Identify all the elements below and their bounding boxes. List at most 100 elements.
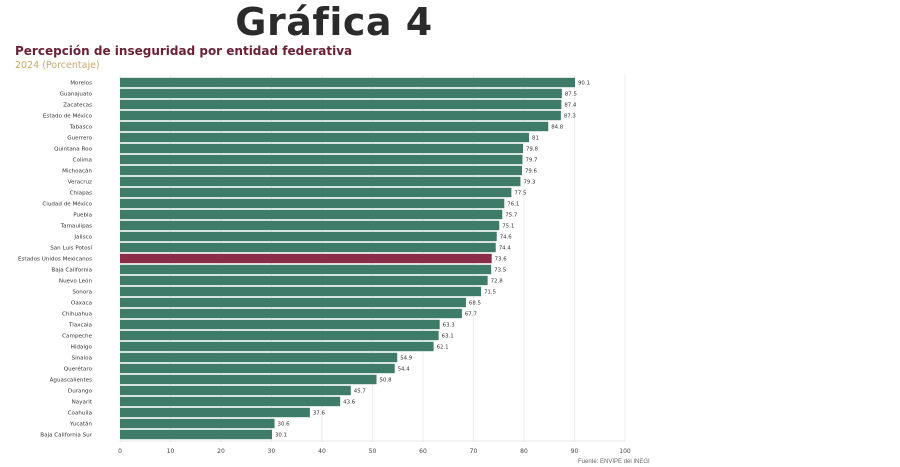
data-label: 81 [532,136,539,142]
data-label: 87.3 [564,114,576,120]
data-label: 43.6 [343,400,356,406]
slide-title: Gráfica 4 [235,0,433,44]
category-label: Estado de México [43,113,93,120]
category-label: Colima [73,158,92,164]
x-tick-label: 10 [167,448,175,455]
bar [120,209,503,220]
bar [120,143,523,154]
data-label: 68.5 [469,301,481,307]
bar [120,319,440,330]
category-label: Guanajuato [60,92,93,98]
category-label: Yucatán [69,421,92,428]
category-label: Durango [68,389,93,395]
data-label: 79.8 [526,147,539,153]
category-label: Querétaro [64,366,93,373]
category-label: Michoacán [62,168,92,175]
category-label: Baja California [51,268,92,274]
bar [120,154,523,165]
source-note: Fuente: ENVIPE del INEGI [578,459,650,465]
category-label: Tlaxcala [68,323,92,329]
chart-title: Percepción de inseguridad por entidad fe… [15,44,353,58]
x-tick-label: 50 [369,448,377,455]
category-label: Tamaulipas [60,224,92,230]
data-label: 79.7 [525,158,537,164]
bar [120,220,500,231]
x-tick-label: 60 [419,448,427,455]
category-label: Aguascalientes [50,378,92,384]
data-label: 79.6 [525,169,538,175]
bar [120,363,395,374]
data-label: 72.8 [491,279,504,285]
category-label: Coahuila [68,411,92,417]
data-label: 71.5 [484,290,496,296]
data-label: 73.6 [495,257,508,263]
bar [120,110,561,121]
bar [120,396,341,407]
bar [120,385,351,396]
bar [120,88,562,99]
bar [120,253,492,264]
category-label: Baja California Sur [40,433,92,439]
x-tick-label: 70 [470,448,478,455]
data-label: 73.5 [494,268,506,274]
chart-subtitle: 2024 (Porcentaje) [15,60,100,71]
category-label: Estados Unidos Mexicanos [18,257,92,263]
category-label: Morelos [70,81,92,87]
category-label: Chiapas [70,191,92,197]
data-label: 63.3 [443,323,455,329]
data-label: 87.4 [564,103,577,109]
data-label: 75.7 [505,213,517,219]
category-label: Chihuahua [62,312,92,318]
data-label: 76.1 [507,202,519,208]
bar [120,99,562,110]
bar [120,418,275,429]
category-label: San Luis Potosí [50,245,92,252]
bar [120,77,576,88]
bar [120,275,488,286]
data-label: 30.6 [278,422,291,428]
category-label: Sinaloa [72,356,92,362]
category-label: Jalisco [73,235,92,241]
data-label: 37.6 [313,411,326,417]
category-label: Veracruz [68,180,92,186]
x-tick-label: 20 [217,448,225,455]
category-label: Oaxaca [71,301,92,307]
data-label: 62.1 [437,345,449,351]
bar [120,264,492,275]
bar [120,308,462,319]
data-label: 63.1 [442,334,454,340]
bar [120,242,496,253]
category-label: Ciudad de México [42,201,92,208]
category-label: Nuevo León [59,278,93,285]
bar [120,132,530,143]
x-tick-label: 90 [571,448,579,455]
category-label: Hidalgo [71,345,93,351]
data-label: 77.5 [514,191,526,197]
data-label: 75.1 [502,224,514,230]
x-tick-label: 0 [118,448,122,455]
bar [120,374,377,385]
bar [120,176,521,187]
bar [120,198,505,209]
data-label: 54.9 [400,356,413,362]
x-tick-label: 80 [520,448,528,455]
data-label: 90.1 [578,81,590,87]
bar [120,165,522,176]
data-label: 50.8 [380,378,393,384]
bar [120,297,466,308]
data-label: 30.1 [275,433,287,439]
x-tick-label: 100 [619,448,631,455]
bar [120,187,512,198]
category-label: Quintana Roo [54,147,92,153]
category-label: Guerrero [67,136,92,142]
data-label: 74.4 [499,246,512,252]
data-label: 87.5 [565,92,577,98]
data-label: 79.3 [523,180,535,186]
bar [120,352,398,363]
bar [120,121,549,132]
x-tick-label: 40 [318,448,326,455]
data-label: 45.7 [354,389,366,395]
bar [120,231,497,242]
category-label: Tabasco [69,125,93,131]
